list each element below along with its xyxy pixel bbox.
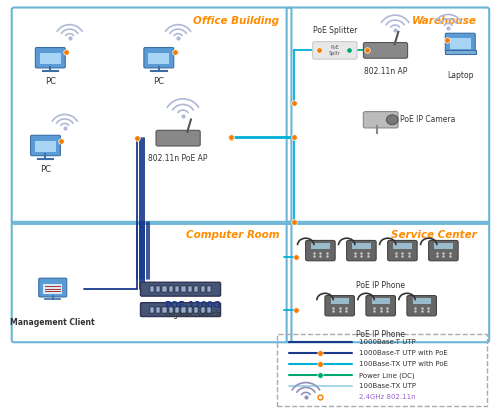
FancyBboxPatch shape <box>445 33 475 52</box>
FancyBboxPatch shape <box>347 240 376 261</box>
FancyBboxPatch shape <box>181 286 186 293</box>
Text: Office Building: Office Building <box>193 16 280 25</box>
FancyBboxPatch shape <box>35 48 65 68</box>
FancyBboxPatch shape <box>188 286 192 293</box>
FancyBboxPatch shape <box>387 240 417 261</box>
Text: PoE IP Camera: PoE IP Camera <box>400 115 456 124</box>
Text: Management Client: Management Client <box>10 318 95 327</box>
Text: 100Base-TX UTP: 100Base-TX UTP <box>359 383 416 389</box>
Text: PC: PC <box>153 77 164 86</box>
Text: 2.4GHz 802.11n: 2.4GHz 802.11n <box>359 395 416 400</box>
FancyBboxPatch shape <box>325 296 354 316</box>
FancyBboxPatch shape <box>201 307 205 313</box>
Text: Service Center: Service Center <box>391 230 477 240</box>
Text: 802.11n AP: 802.11n AP <box>364 67 407 76</box>
Text: Computer Room: Computer Room <box>186 230 280 240</box>
FancyBboxPatch shape <box>156 130 200 146</box>
FancyBboxPatch shape <box>434 243 453 249</box>
FancyBboxPatch shape <box>141 302 220 316</box>
FancyBboxPatch shape <box>194 286 199 293</box>
FancyBboxPatch shape <box>169 286 173 293</box>
FancyBboxPatch shape <box>39 278 67 297</box>
Text: 1000Base-T UTP: 1000Base-T UTP <box>359 339 416 345</box>
Text: 100Base-TX UTP with PoE: 100Base-TX UTP with PoE <box>359 361 448 367</box>
Text: Warehouse: Warehouse <box>412 16 477 25</box>
FancyBboxPatch shape <box>175 286 179 293</box>
FancyBboxPatch shape <box>31 135 61 156</box>
Text: PC: PC <box>45 77 56 86</box>
FancyBboxPatch shape <box>366 296 395 316</box>
Text: Gigabit Switch: Gigabit Switch <box>165 309 220 319</box>
FancyBboxPatch shape <box>352 243 371 249</box>
FancyBboxPatch shape <box>445 51 476 54</box>
FancyBboxPatch shape <box>311 243 329 249</box>
FancyBboxPatch shape <box>201 286 205 293</box>
FancyBboxPatch shape <box>313 42 357 59</box>
FancyBboxPatch shape <box>148 53 170 64</box>
Text: Laptop: Laptop <box>447 71 473 80</box>
FancyBboxPatch shape <box>428 240 458 261</box>
FancyBboxPatch shape <box>207 286 211 293</box>
FancyBboxPatch shape <box>306 240 335 261</box>
FancyBboxPatch shape <box>450 38 471 49</box>
FancyBboxPatch shape <box>363 112 398 128</box>
FancyBboxPatch shape <box>40 53 61 64</box>
FancyBboxPatch shape <box>194 307 199 313</box>
FancyBboxPatch shape <box>188 307 192 313</box>
FancyBboxPatch shape <box>141 282 220 296</box>
FancyBboxPatch shape <box>413 298 431 304</box>
FancyBboxPatch shape <box>156 307 160 313</box>
FancyBboxPatch shape <box>407 296 436 316</box>
Text: PoE IP Phone: PoE IP Phone <box>356 330 405 339</box>
FancyBboxPatch shape <box>330 298 349 304</box>
FancyBboxPatch shape <box>35 141 56 152</box>
FancyBboxPatch shape <box>169 307 173 313</box>
FancyBboxPatch shape <box>43 284 63 294</box>
Text: POE-1200G: POE-1200G <box>164 301 221 310</box>
FancyBboxPatch shape <box>150 286 154 293</box>
Circle shape <box>387 115 398 125</box>
FancyBboxPatch shape <box>363 42 408 58</box>
Text: 802.11n PoE AP: 802.11n PoE AP <box>148 155 208 164</box>
Text: 1000Base-T UTP with PoE: 1000Base-T UTP with PoE <box>359 350 448 356</box>
Text: PoE IP Phone: PoE IP Phone <box>356 281 405 290</box>
FancyBboxPatch shape <box>162 286 167 293</box>
Text: PC: PC <box>40 165 51 174</box>
FancyBboxPatch shape <box>162 307 167 313</box>
Text: PoE Splitter: PoE Splitter <box>313 26 357 35</box>
FancyBboxPatch shape <box>207 307 211 313</box>
FancyBboxPatch shape <box>372 298 390 304</box>
FancyBboxPatch shape <box>181 307 186 313</box>
Text: Power Line (DC): Power Line (DC) <box>359 372 415 379</box>
FancyBboxPatch shape <box>175 307 179 313</box>
FancyBboxPatch shape <box>150 307 154 313</box>
FancyBboxPatch shape <box>144 48 174 68</box>
FancyBboxPatch shape <box>156 286 160 293</box>
Text: PoE
Spltr: PoE Spltr <box>329 45 341 56</box>
FancyBboxPatch shape <box>393 243 412 249</box>
